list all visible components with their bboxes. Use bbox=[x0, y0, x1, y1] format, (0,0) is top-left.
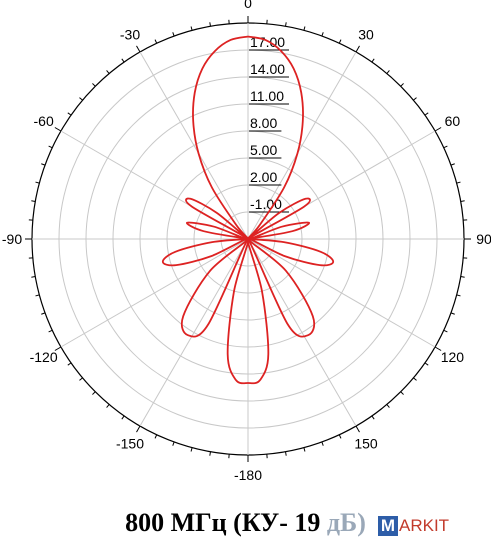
radial-label: 5.00 bbox=[250, 142, 277, 158]
series-line bbox=[161, 35, 335, 385]
tick-mark bbox=[209, 451, 211, 456]
tick-mark bbox=[460, 200, 465, 202]
tick-mark bbox=[190, 447, 193, 452]
grid-spoke bbox=[247, 51, 357, 240]
tick-mark bbox=[456, 294, 461, 297]
tick-mark bbox=[285, 22, 287, 27]
tick-mark bbox=[35, 181, 40, 184]
figure-caption: 800 МГц (КУ- 19 дБ) bbox=[0, 508, 491, 538]
tick-mark bbox=[31, 276, 36, 278]
tick-mark bbox=[48, 329, 53, 333]
tick-mark bbox=[321, 441, 324, 446]
tick-mark bbox=[106, 70, 110, 74]
caption-tail: дБ) bbox=[326, 508, 366, 537]
tick-mark bbox=[136, 45, 141, 53]
angle-label: -120 bbox=[30, 349, 58, 365]
tick-mark bbox=[371, 415, 375, 420]
tick-mark bbox=[190, 26, 193, 31]
tick-mark bbox=[303, 26, 306, 31]
tick-mark bbox=[172, 441, 175, 446]
tick-mark bbox=[456, 181, 461, 184]
tick-mark bbox=[285, 451, 287, 456]
caption-main: 800 МГц (КУ- 19 bbox=[125, 508, 327, 537]
tick-mark bbox=[386, 404, 390, 408]
tick-mark bbox=[338, 434, 342, 439]
tick-mark bbox=[41, 163, 46, 166]
tick-mark bbox=[400, 391, 404, 395]
tick-mark bbox=[106, 404, 110, 408]
tick-mark bbox=[386, 70, 390, 74]
grid-spoke bbox=[139, 238, 249, 427]
tick-mark bbox=[54, 127, 62, 132]
tick-mark bbox=[338, 39, 342, 44]
radial-label: 11.00 bbox=[250, 88, 284, 104]
tick-mark bbox=[92, 83, 96, 87]
grid-spoke bbox=[60, 238, 249, 348]
angle-label: 90 bbox=[476, 231, 491, 247]
tick-mark bbox=[154, 39, 158, 44]
tick-mark bbox=[79, 97, 83, 101]
tick-mark bbox=[209, 22, 211, 27]
tick-mark bbox=[424, 362, 429, 366]
watermark-logo: M ARKIT bbox=[378, 514, 449, 538]
tick-mark bbox=[355, 425, 360, 433]
angle-label: -30 bbox=[120, 27, 140, 43]
tick-mark bbox=[41, 312, 46, 315]
tick-mark bbox=[48, 145, 53, 149]
grid-spoke bbox=[247, 238, 357, 427]
tick-mark bbox=[434, 346, 442, 351]
radial-label: 2.00 bbox=[250, 169, 277, 185]
logo-box: M bbox=[378, 516, 398, 536]
tick-mark bbox=[67, 362, 72, 366]
radial-label: 14.00 bbox=[250, 61, 285, 77]
tick-mark bbox=[54, 346, 62, 351]
angle-label: 150 bbox=[354, 435, 378, 451]
tick-mark bbox=[434, 127, 442, 132]
polar-grid bbox=[25, 16, 471, 462]
pattern-series bbox=[161, 35, 335, 385]
tick-mark bbox=[413, 377, 417, 381]
tick-mark bbox=[154, 434, 158, 439]
tick-mark bbox=[121, 58, 125, 63]
grid-spoke bbox=[247, 238, 436, 348]
tick-mark bbox=[136, 425, 141, 433]
tick-mark bbox=[443, 329, 448, 333]
tick-mark bbox=[172, 32, 175, 37]
angle-label: 60 bbox=[445, 113, 461, 129]
tick-mark bbox=[321, 32, 324, 37]
tick-mark bbox=[35, 294, 40, 297]
tick-mark bbox=[92, 391, 96, 395]
tick-mark bbox=[371, 58, 375, 63]
angle-label: 0 bbox=[244, 0, 252, 11]
tick-mark bbox=[450, 163, 455, 166]
angle-label: 30 bbox=[358, 27, 374, 43]
angle-label: -180 bbox=[234, 467, 262, 483]
tick-mark bbox=[424, 112, 429, 116]
angle-label: -60 bbox=[34, 113, 54, 129]
tick-mark bbox=[67, 112, 72, 116]
angle-label: -150 bbox=[116, 435, 144, 451]
angle-label: 120 bbox=[441, 349, 465, 365]
tick-mark bbox=[450, 312, 455, 315]
tick-mark bbox=[121, 415, 125, 420]
angle-label: -90 bbox=[2, 231, 22, 247]
radial-label: 8.00 bbox=[250, 115, 277, 131]
tick-mark bbox=[303, 447, 306, 452]
logo-text: ARKIT bbox=[399, 516, 450, 535]
tick-mark bbox=[460, 276, 465, 278]
tick-mark bbox=[31, 200, 36, 202]
grid-spoke bbox=[139, 51, 249, 240]
tick-mark bbox=[400, 83, 404, 87]
tick-mark bbox=[79, 377, 83, 381]
tick-mark bbox=[355, 45, 360, 53]
radial-label: -1.00 bbox=[250, 196, 282, 212]
angle-tick-labels: 0 30 60 90 120 150 -180 -150 -120 -90 -60 -30 bbox=[2, 0, 491, 483]
tick-mark bbox=[413, 97, 417, 101]
tick-mark bbox=[443, 145, 448, 149]
